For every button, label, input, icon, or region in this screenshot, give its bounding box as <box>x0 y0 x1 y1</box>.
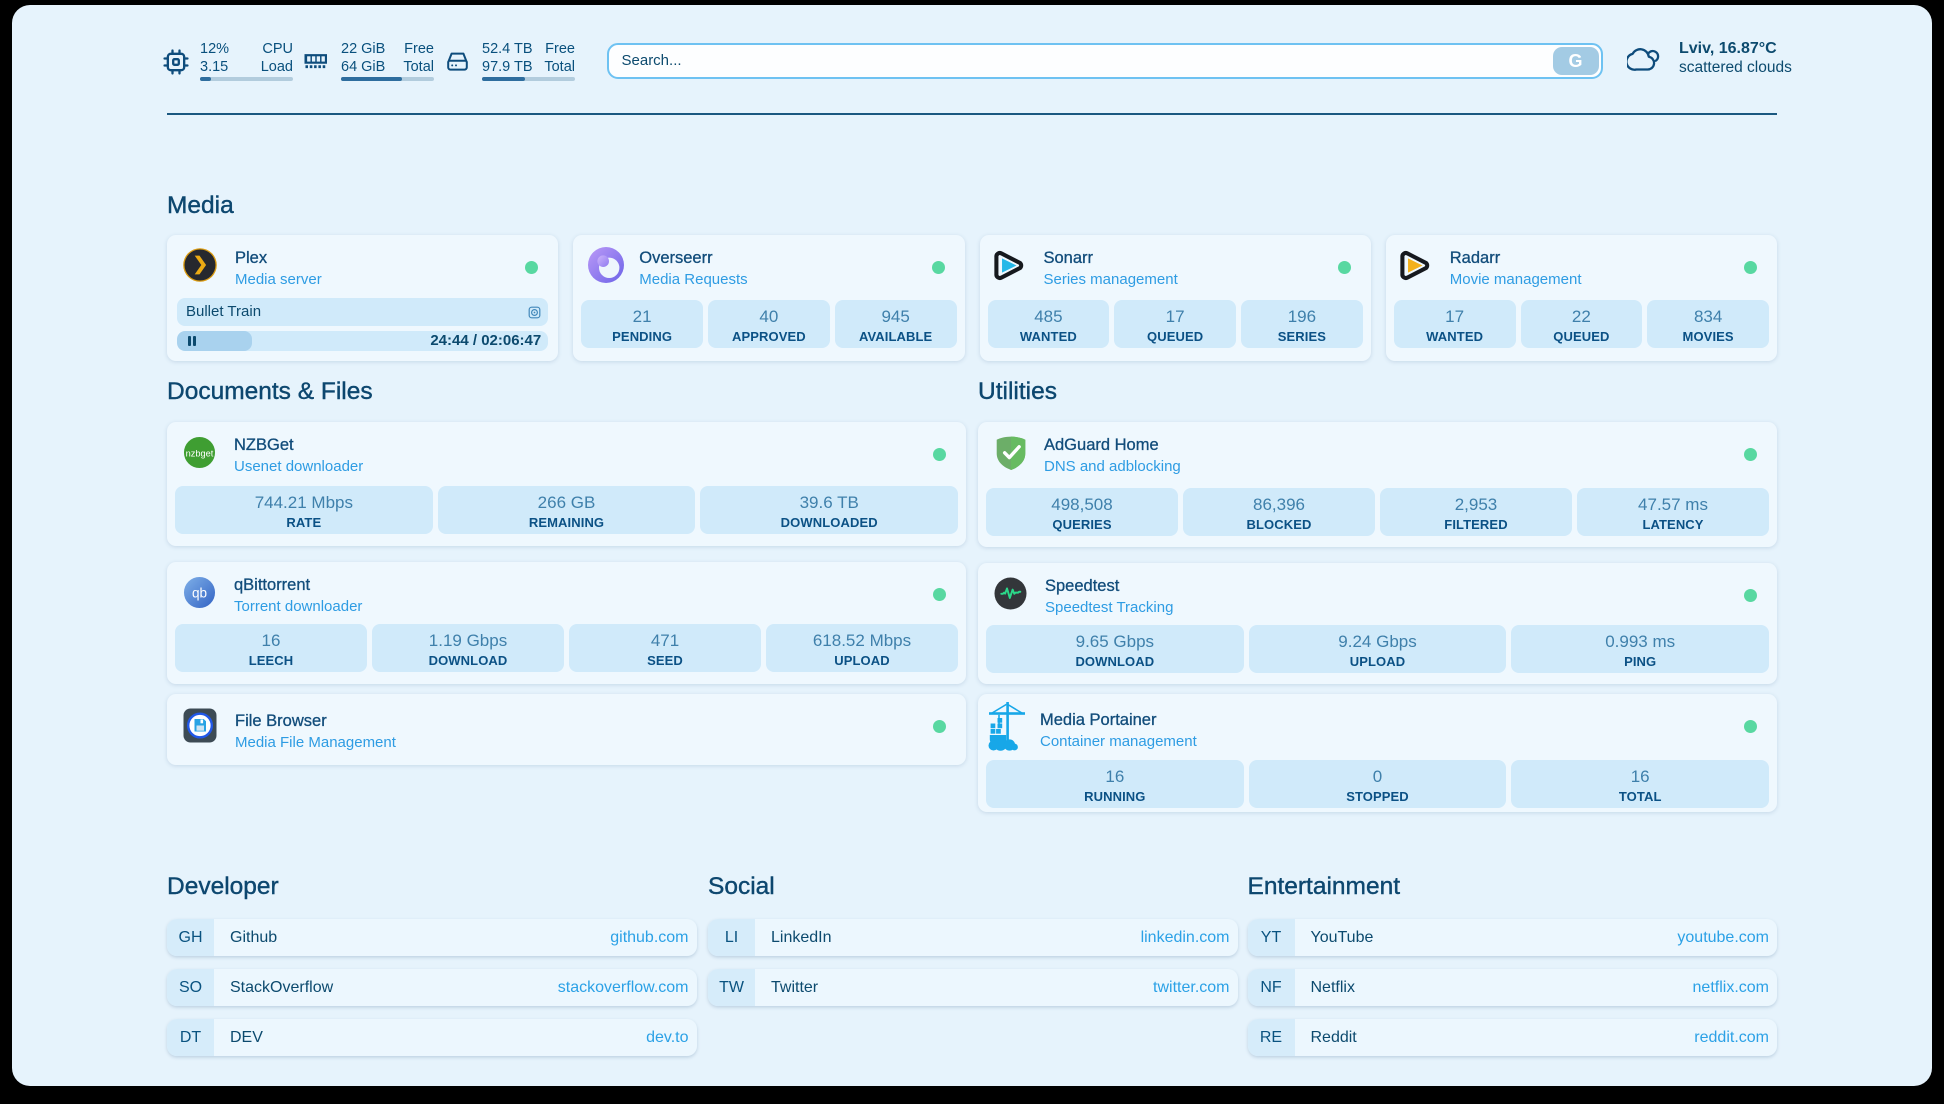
svg-text:nzbget: nzbget <box>186 448 214 458</box>
svg-text:qb: qb <box>192 585 207 600</box>
